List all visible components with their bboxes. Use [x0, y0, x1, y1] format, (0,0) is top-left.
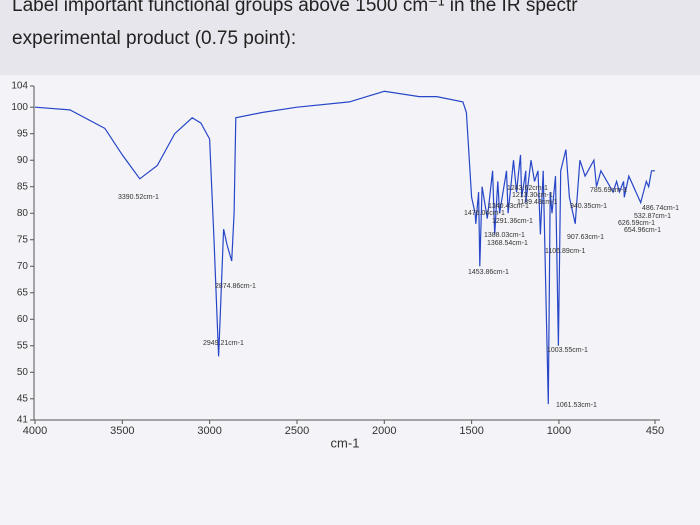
y-tick-label: 65: [17, 287, 29, 298]
y-tick-label: 50: [17, 367, 29, 378]
peak-label: 1213.30cm-1: [512, 192, 553, 199]
y-tick-label: 104: [11, 81, 28, 92]
peak-label: 1388.03cm-1: [484, 232, 525, 239]
x-tick-label: 2500: [285, 425, 309, 437]
y-tick-label: 75: [17, 234, 29, 245]
x-tick-label: 450: [646, 425, 664, 437]
peak-label: 626.59cm-1: [618, 220, 655, 227]
peak-label: 1291.36cm-1: [492, 218, 533, 225]
y-tick-label: 41: [17, 415, 29, 426]
peak-label: 907.63cm-1: [567, 234, 604, 241]
header-line: Label important functional groups above …: [12, 0, 578, 16]
x-tick-label: 1000: [547, 425, 571, 437]
x-tick-label: 2000: [372, 425, 396, 437]
peak-label: 654.96cm-1: [624, 227, 661, 234]
peak-label: 1340.43cm-1: [488, 203, 529, 210]
y-tick-label: 100: [11, 102, 28, 113]
screen: [0, 75, 700, 525]
y-tick-label: 80: [17, 208, 29, 219]
peak-label: 1476.04cm-1: [464, 210, 505, 217]
header-line: experimental product (0.75 point):: [12, 28, 297, 49]
peak-label: 1243.62cm-1: [507, 185, 548, 192]
spectrum-line: [34, 90, 655, 405]
y-tick-label: 95: [17, 128, 29, 139]
peak-label: 1189.48cm-1: [517, 199, 557, 206]
x-tick-label: 3500: [110, 425, 134, 437]
y-tick-label: 90: [17, 155, 29, 166]
y-tick-label: 60: [17, 314, 29, 325]
peak-label: 486.74cm-1: [642, 205, 679, 212]
x-tick-label: 1500: [459, 425, 483, 437]
peak-label: 2874.86cm-1: [215, 283, 256, 290]
peak-label: 785.69cm-1: [590, 187, 627, 194]
x-tick-label: 4000: [23, 425, 47, 437]
y-tick-label: 85: [17, 181, 29, 192]
peak-label: 532.87cm-1: [634, 213, 671, 220]
peak-label: 1003.55cm-1: [547, 347, 588, 354]
y-tick-label: 45: [17, 393, 29, 404]
x-tick-label: 3000: [197, 425, 221, 437]
y-tick-label: 70: [17, 261, 29, 272]
y-tick-label: 55: [17, 340, 29, 351]
peak-label: 940.35cm-1: [570, 203, 607, 210]
peak-label: 1106.89cm-1: [545, 248, 585, 255]
peak-label: 1061.53cm-1: [556, 402, 597, 409]
peak-label: 3390.52cm-1: [118, 194, 159, 201]
x-axis-label: cm-1: [331, 435, 360, 450]
peak-label: 1368.54cm-1: [487, 240, 528, 247]
peak-label: 2949.21cm-1: [203, 340, 244, 347]
peak-label: 1453.86cm-1: [468, 269, 509, 276]
